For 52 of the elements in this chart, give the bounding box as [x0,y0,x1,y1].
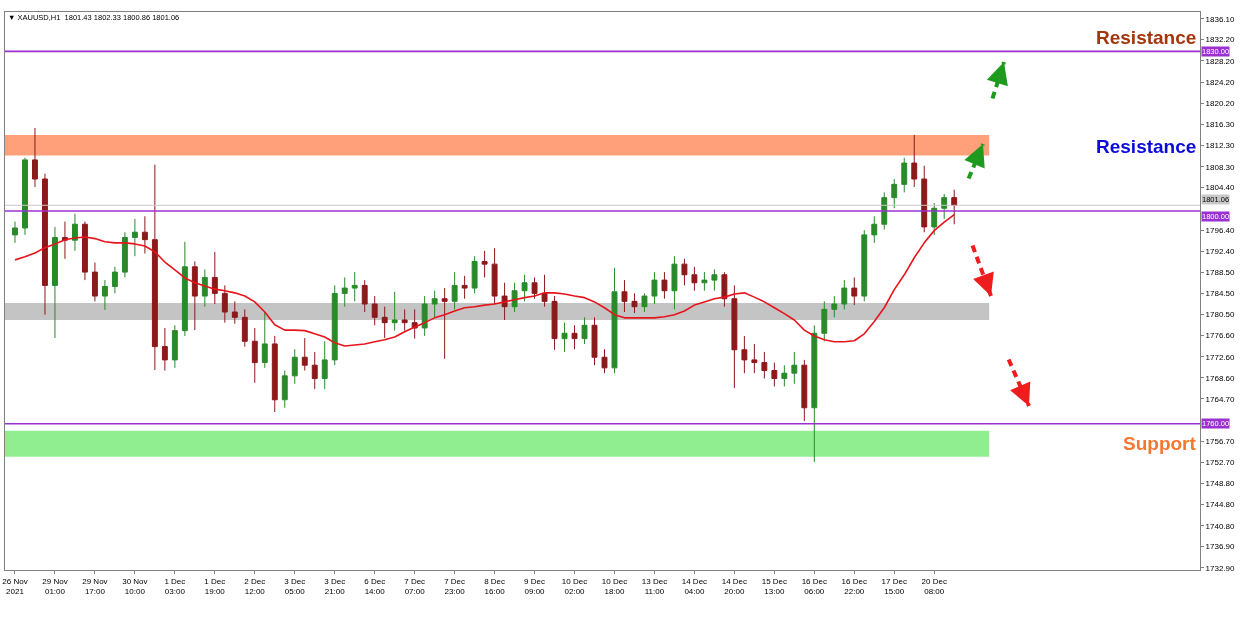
x-tick-label: 1 Dec 03:00 [164,576,186,596]
x-tick-label: 14 Dec 04:00 [681,576,708,596]
y-tick-label: 1748.80 [1205,479,1236,489]
x-tick-label: 20 Dec 08:00 [921,576,947,596]
y-tick-label: 1736.90 [1205,542,1236,552]
y-tick-label: 1756.70 [1205,437,1236,447]
y-tick-label: 1788.50 [1205,267,1236,277]
text: Support [1123,433,1197,454]
y-tick-label: 1828.20 [1205,56,1236,66]
y-tick-label: 1772.60 [1205,352,1236,362]
y-tick-label: 1776.60 [1205,331,1236,341]
y-tick-label: 1836.10 [1205,14,1236,24]
y-tick-label: 1744.80 [1205,500,1236,510]
y-tick-label: 1780.50 [1205,310,1236,320]
y-tick-label: 1740.80 [1205,521,1236,531]
y-tick-label: 1816.30 [1205,120,1236,130]
x-tick-label: 15 Dec 13:00 [761,576,788,596]
y-tick-label: 1784.50 [1205,289,1236,299]
y-tick-label: 1824.20 [1205,78,1236,88]
y-tick-label: 1804.40 [1205,183,1236,193]
x-tick-label: 1 Dec 19:00 [204,576,226,596]
y-tick-label: 1768.60 [1205,373,1236,383]
x-tick-label: 10 Dec 02:00 [561,576,588,596]
y-tick-label: 1732.90 [1205,563,1236,573]
x-tick-label: 3 Dec 05:00 [284,576,306,596]
x-tick-label: 14 Dec 20:00 [721,576,748,596]
y-tick-label: 1812.30 [1205,141,1236,151]
x-tick-label: 7 Dec 23:00 [444,576,466,596]
x-tick-label: 13 Dec 11:00 [641,576,668,596]
y-tick-label: 1832.20 [1205,35,1236,45]
y-tick-label: 1796.40 [1205,225,1236,235]
x-tick-label: 6 Dec 14:00 [364,576,386,596]
x-tick-label: 17 Dec 15:00 [881,576,907,596]
y-tick-label: 1752.70 [1205,458,1236,468]
x-tick-label: 16 Dec 06:00 [801,576,827,596]
x-tick-label: 26 Nov 2021 [2,576,28,596]
x-tick-label: 7 Dec 07:00 [404,576,426,596]
x-tick-label: 2 Dec 12:00 [244,576,266,596]
x-tick-label: 3 Dec 21:00 [324,576,346,596]
annotation: Resistance [1096,27,1197,48]
x-tick-label: 30 Nov 10:00 [122,576,148,596]
x-tick-label: 8 Dec 16:00 [484,576,506,596]
x-tick-label: 9 Dec 09:00 [524,576,546,596]
x-tick-label: 29 Nov 17:00 [82,576,108,596]
y-tick-label: 1792.40 [1205,247,1236,257]
x-tick-label: 10 Dec 18:00 [601,576,628,596]
y-tick-label: 1820.20 [1205,99,1236,109]
text: Resistance [1096,136,1197,157]
x-tick-label: 16 Dec 22:00 [841,576,867,596]
y-tick-label: 1808.30 [1205,162,1236,172]
x-tick-label: 29 Nov 01:00 [42,576,68,596]
y-tick-label: 1764.70 [1205,394,1236,404]
